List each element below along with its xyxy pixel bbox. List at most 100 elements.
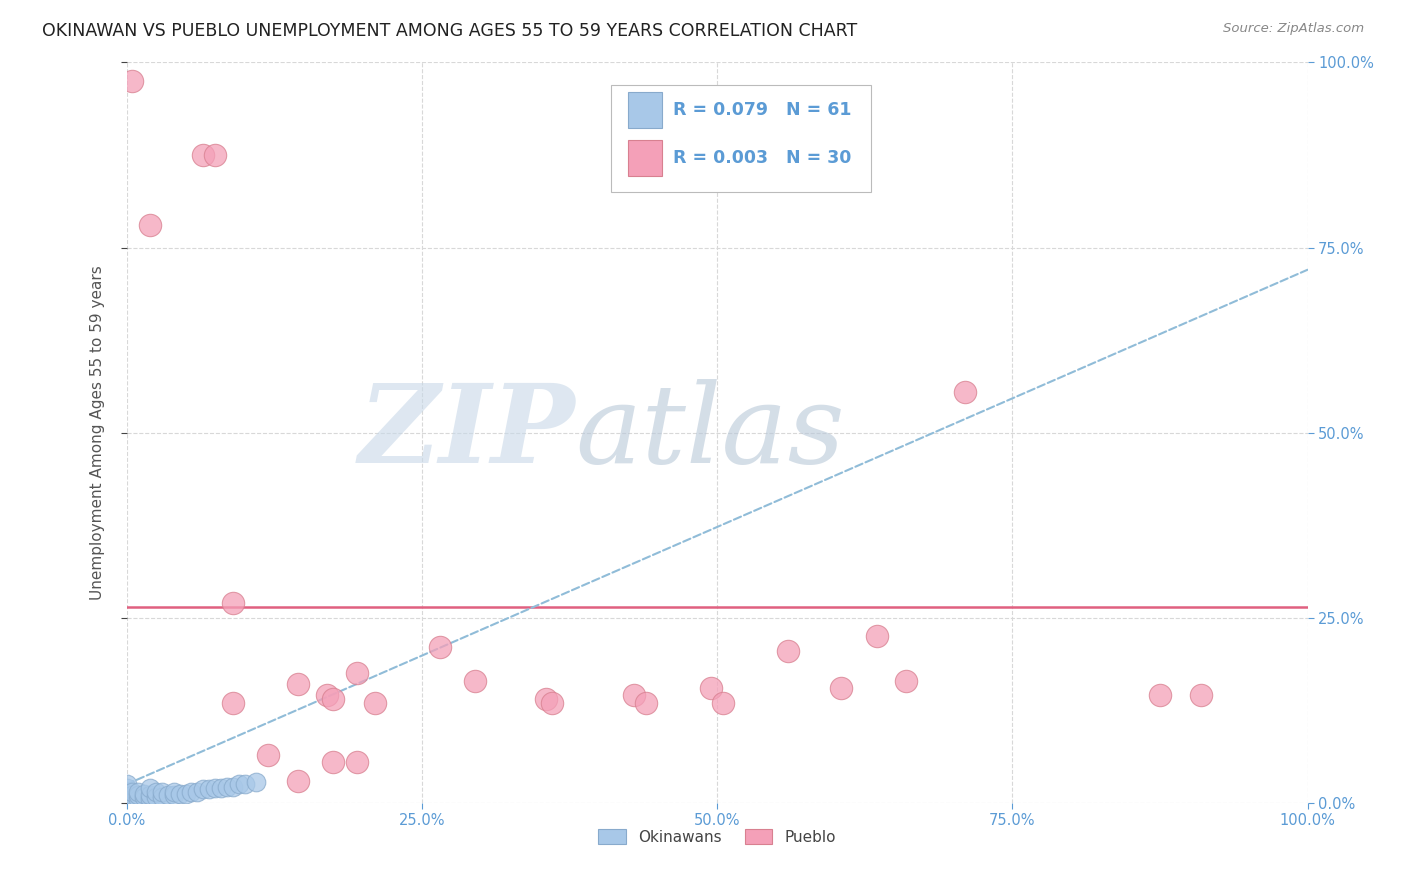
Point xyxy=(134,789,156,804)
Point xyxy=(115,796,138,810)
Point xyxy=(115,796,138,810)
Point xyxy=(115,789,138,803)
Point xyxy=(711,696,734,710)
Point xyxy=(287,677,309,691)
Point xyxy=(534,692,557,706)
Point xyxy=(830,681,852,695)
Point xyxy=(127,792,149,806)
Point xyxy=(115,796,138,810)
Point xyxy=(193,148,215,162)
Point xyxy=(121,789,143,803)
Point xyxy=(245,775,267,789)
Point xyxy=(346,666,368,681)
Point xyxy=(115,796,138,810)
Point xyxy=(115,796,138,810)
Point xyxy=(115,796,138,810)
Point xyxy=(204,148,226,162)
Point xyxy=(115,789,138,804)
FancyBboxPatch shape xyxy=(628,92,662,128)
Point xyxy=(894,673,917,688)
Point xyxy=(115,792,138,806)
Point xyxy=(363,696,385,710)
Point xyxy=(115,796,138,810)
Point xyxy=(139,780,162,795)
Point xyxy=(429,640,451,655)
Point xyxy=(115,789,138,804)
Point xyxy=(700,681,723,695)
Point xyxy=(150,789,173,804)
Point xyxy=(204,780,226,795)
Point xyxy=(115,780,138,795)
Point xyxy=(346,755,368,769)
Point xyxy=(257,747,280,762)
Point xyxy=(115,796,138,810)
Point xyxy=(115,796,138,810)
Point xyxy=(115,796,138,810)
Point xyxy=(115,796,138,810)
Point xyxy=(121,792,143,806)
Point xyxy=(222,696,245,710)
Point xyxy=(953,384,976,399)
Point xyxy=(115,777,138,791)
Point xyxy=(127,789,149,803)
Point xyxy=(180,785,202,799)
Point xyxy=(636,696,658,710)
Point xyxy=(209,780,232,795)
Point xyxy=(322,692,344,706)
Point xyxy=(1189,689,1212,703)
Point xyxy=(193,782,215,797)
Legend: Okinawans, Pueblo: Okinawans, Pueblo xyxy=(592,823,842,851)
Point xyxy=(115,796,138,810)
Point xyxy=(115,796,138,810)
Point xyxy=(115,796,138,810)
Point xyxy=(1149,689,1171,703)
Point xyxy=(169,787,191,801)
Point xyxy=(139,789,162,803)
Text: R = 0.079   N = 61: R = 0.079 N = 61 xyxy=(673,101,852,119)
Y-axis label: Unemployment Among Ages 55 to 59 years: Unemployment Among Ages 55 to 59 years xyxy=(90,265,105,600)
Point xyxy=(316,689,339,703)
Point xyxy=(121,74,143,88)
Point xyxy=(623,689,645,703)
Point xyxy=(228,777,250,791)
Point xyxy=(115,787,138,801)
Point xyxy=(540,696,562,710)
Point xyxy=(464,673,486,688)
Point xyxy=(776,644,799,658)
Point xyxy=(115,785,138,799)
Point xyxy=(121,785,143,799)
Point xyxy=(145,789,167,804)
Point xyxy=(115,796,138,810)
Point xyxy=(222,780,245,794)
Point xyxy=(233,777,256,791)
Point xyxy=(163,789,186,803)
Point xyxy=(150,785,173,799)
FancyBboxPatch shape xyxy=(610,85,870,192)
Point xyxy=(322,755,344,769)
FancyBboxPatch shape xyxy=(628,140,662,176)
Text: Source: ZipAtlas.com: Source: ZipAtlas.com xyxy=(1223,22,1364,36)
Point xyxy=(287,773,309,788)
Point xyxy=(134,787,156,801)
Point xyxy=(139,219,162,233)
Point xyxy=(115,785,138,799)
Point xyxy=(127,785,149,799)
Point xyxy=(115,796,138,810)
Point xyxy=(222,596,245,610)
Point xyxy=(163,785,186,799)
Point xyxy=(115,792,138,806)
Point xyxy=(198,782,221,797)
Point xyxy=(145,785,167,799)
Text: R = 0.003   N = 30: R = 0.003 N = 30 xyxy=(673,149,852,167)
Text: ZIP: ZIP xyxy=(359,379,575,486)
Point xyxy=(115,796,138,810)
Point xyxy=(186,785,208,799)
Point xyxy=(115,796,138,810)
Text: OKINAWAN VS PUEBLO UNEMPLOYMENT AMONG AGES 55 TO 59 YEARS CORRELATION CHART: OKINAWAN VS PUEBLO UNEMPLOYMENT AMONG AG… xyxy=(42,22,858,40)
Point xyxy=(115,796,138,810)
Point xyxy=(865,629,887,643)
Point xyxy=(139,792,162,806)
Point xyxy=(215,780,238,794)
Point xyxy=(115,796,138,810)
Point xyxy=(156,789,179,803)
